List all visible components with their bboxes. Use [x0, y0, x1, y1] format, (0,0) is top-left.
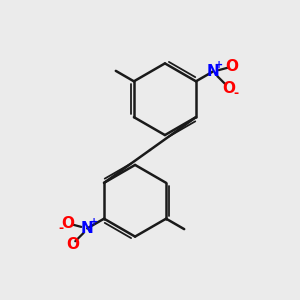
Text: +: + [215, 60, 223, 70]
Text: -: - [59, 222, 64, 235]
Text: +: + [90, 217, 98, 227]
Text: O: O [66, 237, 79, 252]
Text: N: N [81, 221, 94, 236]
Text: O: O [61, 215, 74, 230]
Text: O: O [226, 59, 239, 74]
Text: -: - [233, 87, 238, 100]
Text: O: O [223, 80, 236, 95]
Text: N: N [206, 64, 219, 79]
